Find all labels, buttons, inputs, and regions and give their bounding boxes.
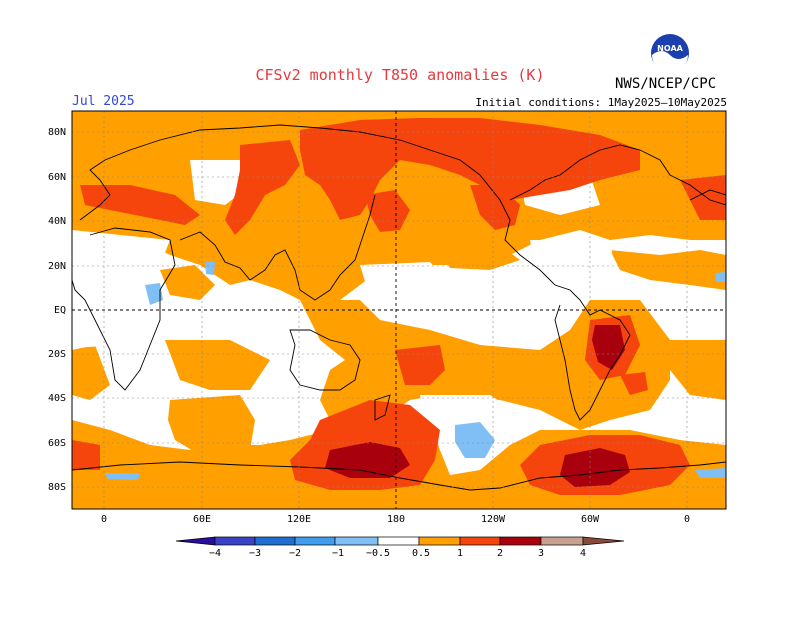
lon-label: 120E [287,514,311,525]
colorbar-label: −1 [332,548,344,559]
colorbar-label: −0.5 [366,548,390,559]
lat-label: 80S [48,482,66,493]
organization-label: NWS/NCEP/CPC [615,76,717,92]
initial-conditions: Initial conditions: 1May2025–10May2025 [475,96,727,109]
lat-label: 40N [48,216,66,227]
lat-label: 40S [48,393,66,404]
colorbar [175,536,625,546]
lat-label: 80N [48,127,66,138]
lon-label: 0 [684,514,690,525]
colorbar-swatch [582,536,625,546]
reference-lines [72,111,726,509]
lon-label: 0 [101,514,107,525]
colorbar-swatch [540,536,584,546]
colorbar-labels: −4 −3 −2 −1 −0.5 0.5 1 2 3 4 [209,548,586,559]
longitude-labels: 0 60E 120E 180 120W 60W 0 [101,514,690,525]
lon-label: 60E [193,514,211,525]
colorbar-label: −3 [249,548,261,559]
lat-label: 60N [48,172,66,183]
lat-label: 20S [48,349,66,360]
lat-label: 60S [48,438,66,449]
colorbar-label: 2 [497,548,503,559]
colorbar-swatch [418,536,461,546]
colorbar-swatch [294,536,336,546]
lon-label: 60W [581,514,600,525]
colorbar-label: 1 [457,548,463,559]
noaa-logo: NOAA [651,34,689,73]
colorbar-swatch [377,536,420,546]
colorbar-label: −4 [209,548,221,559]
cold-light-anomaly [105,262,726,480]
map-title: CFSv2 monthly T850 anomalies (K) [255,66,545,84]
colorbar-swatch [254,536,296,546]
colorbar-label: 0.5 [412,548,430,559]
colorbar-swatch [175,536,216,546]
colorbar-swatch [459,536,501,546]
grid [72,111,726,509]
colorbar-swatch [334,536,379,546]
lat-label: 20N [48,261,66,272]
lon-label: 180 [387,514,405,525]
colorbar-label: 3 [538,548,544,559]
coastlines [72,124,726,491]
colorbar-label: −2 [289,548,301,559]
noaa-logo-text: NOAA [657,44,683,53]
map-frame [71,110,727,510]
colorbar-swatch [214,536,256,546]
lon-label: 120W [481,514,506,525]
forecast-month: Jul 2025 [72,94,135,109]
lat-label: EQ [54,305,66,316]
colorbar-label: 4 [580,548,586,559]
colorbar-swatch [499,536,542,546]
latitude-labels: 80N 60N 40N 20N EQ 20S 40S 60S 80S [48,127,66,493]
